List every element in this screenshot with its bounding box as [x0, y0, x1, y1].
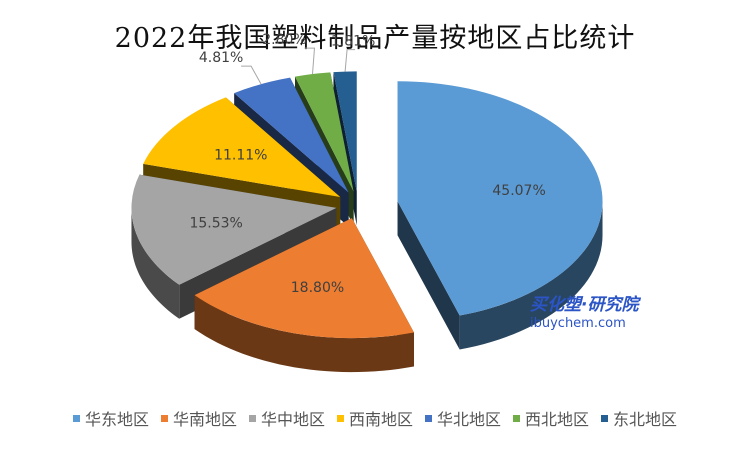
pie-slice-0	[397, 81, 603, 316]
pie-slice-4	[234, 77, 349, 193]
leader-line-6	[344, 49, 356, 72]
watermark-logo: 买化塑·研究院 ibuychem.com	[530, 290, 638, 331]
data-label-0: 45.07%	[492, 183, 545, 199]
legend-label: 华北地区	[437, 410, 502, 429]
legend-label: 西北地区	[525, 410, 590, 429]
pie-side-1-0	[194, 295, 414, 373]
watermark-line1: 买化塑·研究院	[530, 295, 639, 315]
legend-label: 华南地区	[172, 410, 237, 429]
legend-swatch	[336, 414, 344, 422]
pie-side-0-0	[459, 201, 603, 350]
data-label-5: 2.80%	[262, 32, 306, 48]
legend-swatch	[601, 414, 609, 422]
pie-wall-0-1	[397, 201, 460, 350]
data-label-6: 1.81%	[331, 34, 375, 50]
legend-item-5: 西北地区	[513, 406, 589, 430]
leader-line-5	[304, 47, 316, 75]
legend-swatch	[425, 414, 432, 422]
legend-item-0: 华东地区	[72, 406, 149, 430]
legend-label: 华东地区	[84, 410, 149, 429]
pie-labels: 45.07% 18.80% 15.53% 11.11% 4.81% 2.80% 1.81%	[189, 32, 545, 296]
legend-item-1: 华南地区	[160, 406, 237, 430]
legend-swatch	[72, 414, 80, 422]
data-label-1: 18.80%	[291, 280, 344, 296]
pie-tops	[131, 71, 603, 339]
pie-slice-5	[294, 72, 354, 192]
legend-swatch	[160, 414, 168, 422]
data-label-3: 11.11%	[214, 148, 267, 164]
legend-swatch	[248, 414, 256, 422]
legend-item-2: 华中地区	[248, 406, 325, 430]
data-label-4: 4.81%	[199, 50, 243, 66]
pie-side-2-0	[131, 207, 180, 319]
chart-title: 2022年我国塑料制品产量按地区占比统计	[114, 23, 636, 54]
legend-label: 西南地区	[348, 410, 413, 429]
leader-line-4	[241, 65, 262, 85]
data-label-2: 15.53%	[189, 216, 242, 232]
legend-swatch	[513, 414, 521, 422]
legend-item-6: 东北地区	[601, 406, 677, 430]
legend-label: 东北地区	[613, 410, 678, 429]
chart-legend: 华东地区 华南地区 华中地区 西南地区 华北地区 西北地区 东北地区	[0, 406, 750, 430]
pie-slice-3	[143, 97, 341, 197]
legend-item-3: 西南地区	[336, 406, 413, 430]
legend-label: 华中地区	[260, 410, 325, 429]
watermark-line2: ibuychem.com	[530, 316, 626, 331]
pie-slice-1	[194, 218, 414, 339]
legend-item-4: 华北地区	[425, 406, 501, 430]
pie-slice-6	[333, 71, 357, 192]
pie-slice-2	[131, 174, 337, 285]
